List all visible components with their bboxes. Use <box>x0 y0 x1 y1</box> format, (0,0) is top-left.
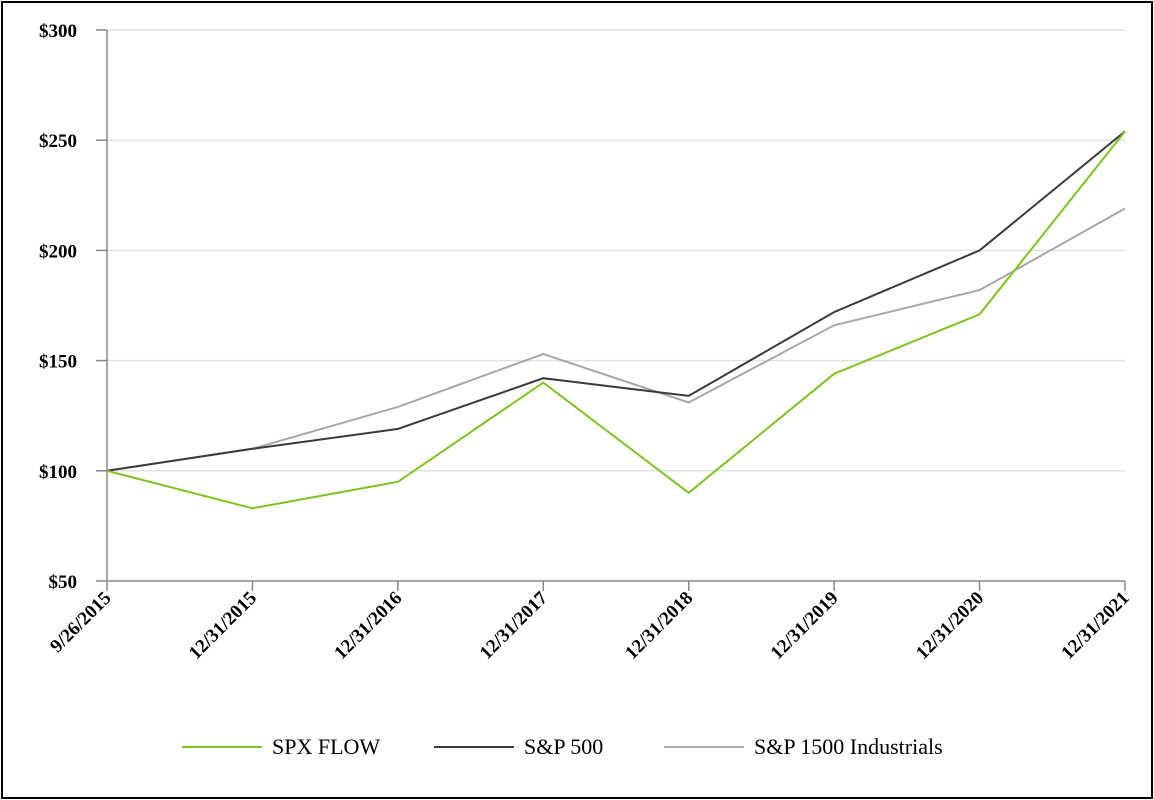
x-tick-label: 12/31/2018 <box>621 588 697 664</box>
x-tick-label: 12/31/2019 <box>767 588 843 664</box>
series-lines <box>106 130 1126 510</box>
x-tick-label: 12/31/2020 <box>912 588 988 664</box>
legend-label-2: S&P 1500 Industrials <box>754 734 943 759</box>
y-tick-label: $150 <box>39 352 77 373</box>
series-line-0 <box>106 130 1126 510</box>
x-tick-labels: 9/26/2015 12/31/2015 12/31/2016 12/31/2017 1… <box>46 581 1134 664</box>
series-line-2 <box>106 207 1126 472</box>
y-tick-labels: $50 $100 $150 $200 $250 $300 <box>39 21 107 593</box>
y-tick-label: $50 <box>49 572 78 593</box>
y-tick-label: $100 <box>39 462 77 483</box>
x-tick-label: 9/26/2015 <box>46 588 115 657</box>
series-line-1 <box>106 130 1126 472</box>
y-tick-label: $200 <box>39 241 77 262</box>
axes <box>106 30 1125 582</box>
x-tick-label: 12/31/2017 <box>476 587 552 663</box>
x-tick-label: 12/31/2016 <box>330 588 406 664</box>
legend-label-1: S&P 500 <box>524 734 603 759</box>
legend: SPX FLOW S&P 500 S&P 1500 Industrials <box>182 734 943 759</box>
x-tick-label: 12/31/2021 <box>1057 588 1133 664</box>
x-tick-label: 12/31/2015 <box>185 588 261 664</box>
gridlines <box>107 29 1125 472</box>
legend-label-0: SPX FLOW <box>272 734 380 759</box>
y-tick-label: $300 <box>39 21 77 42</box>
y-tick-label: $250 <box>39 131 77 152</box>
